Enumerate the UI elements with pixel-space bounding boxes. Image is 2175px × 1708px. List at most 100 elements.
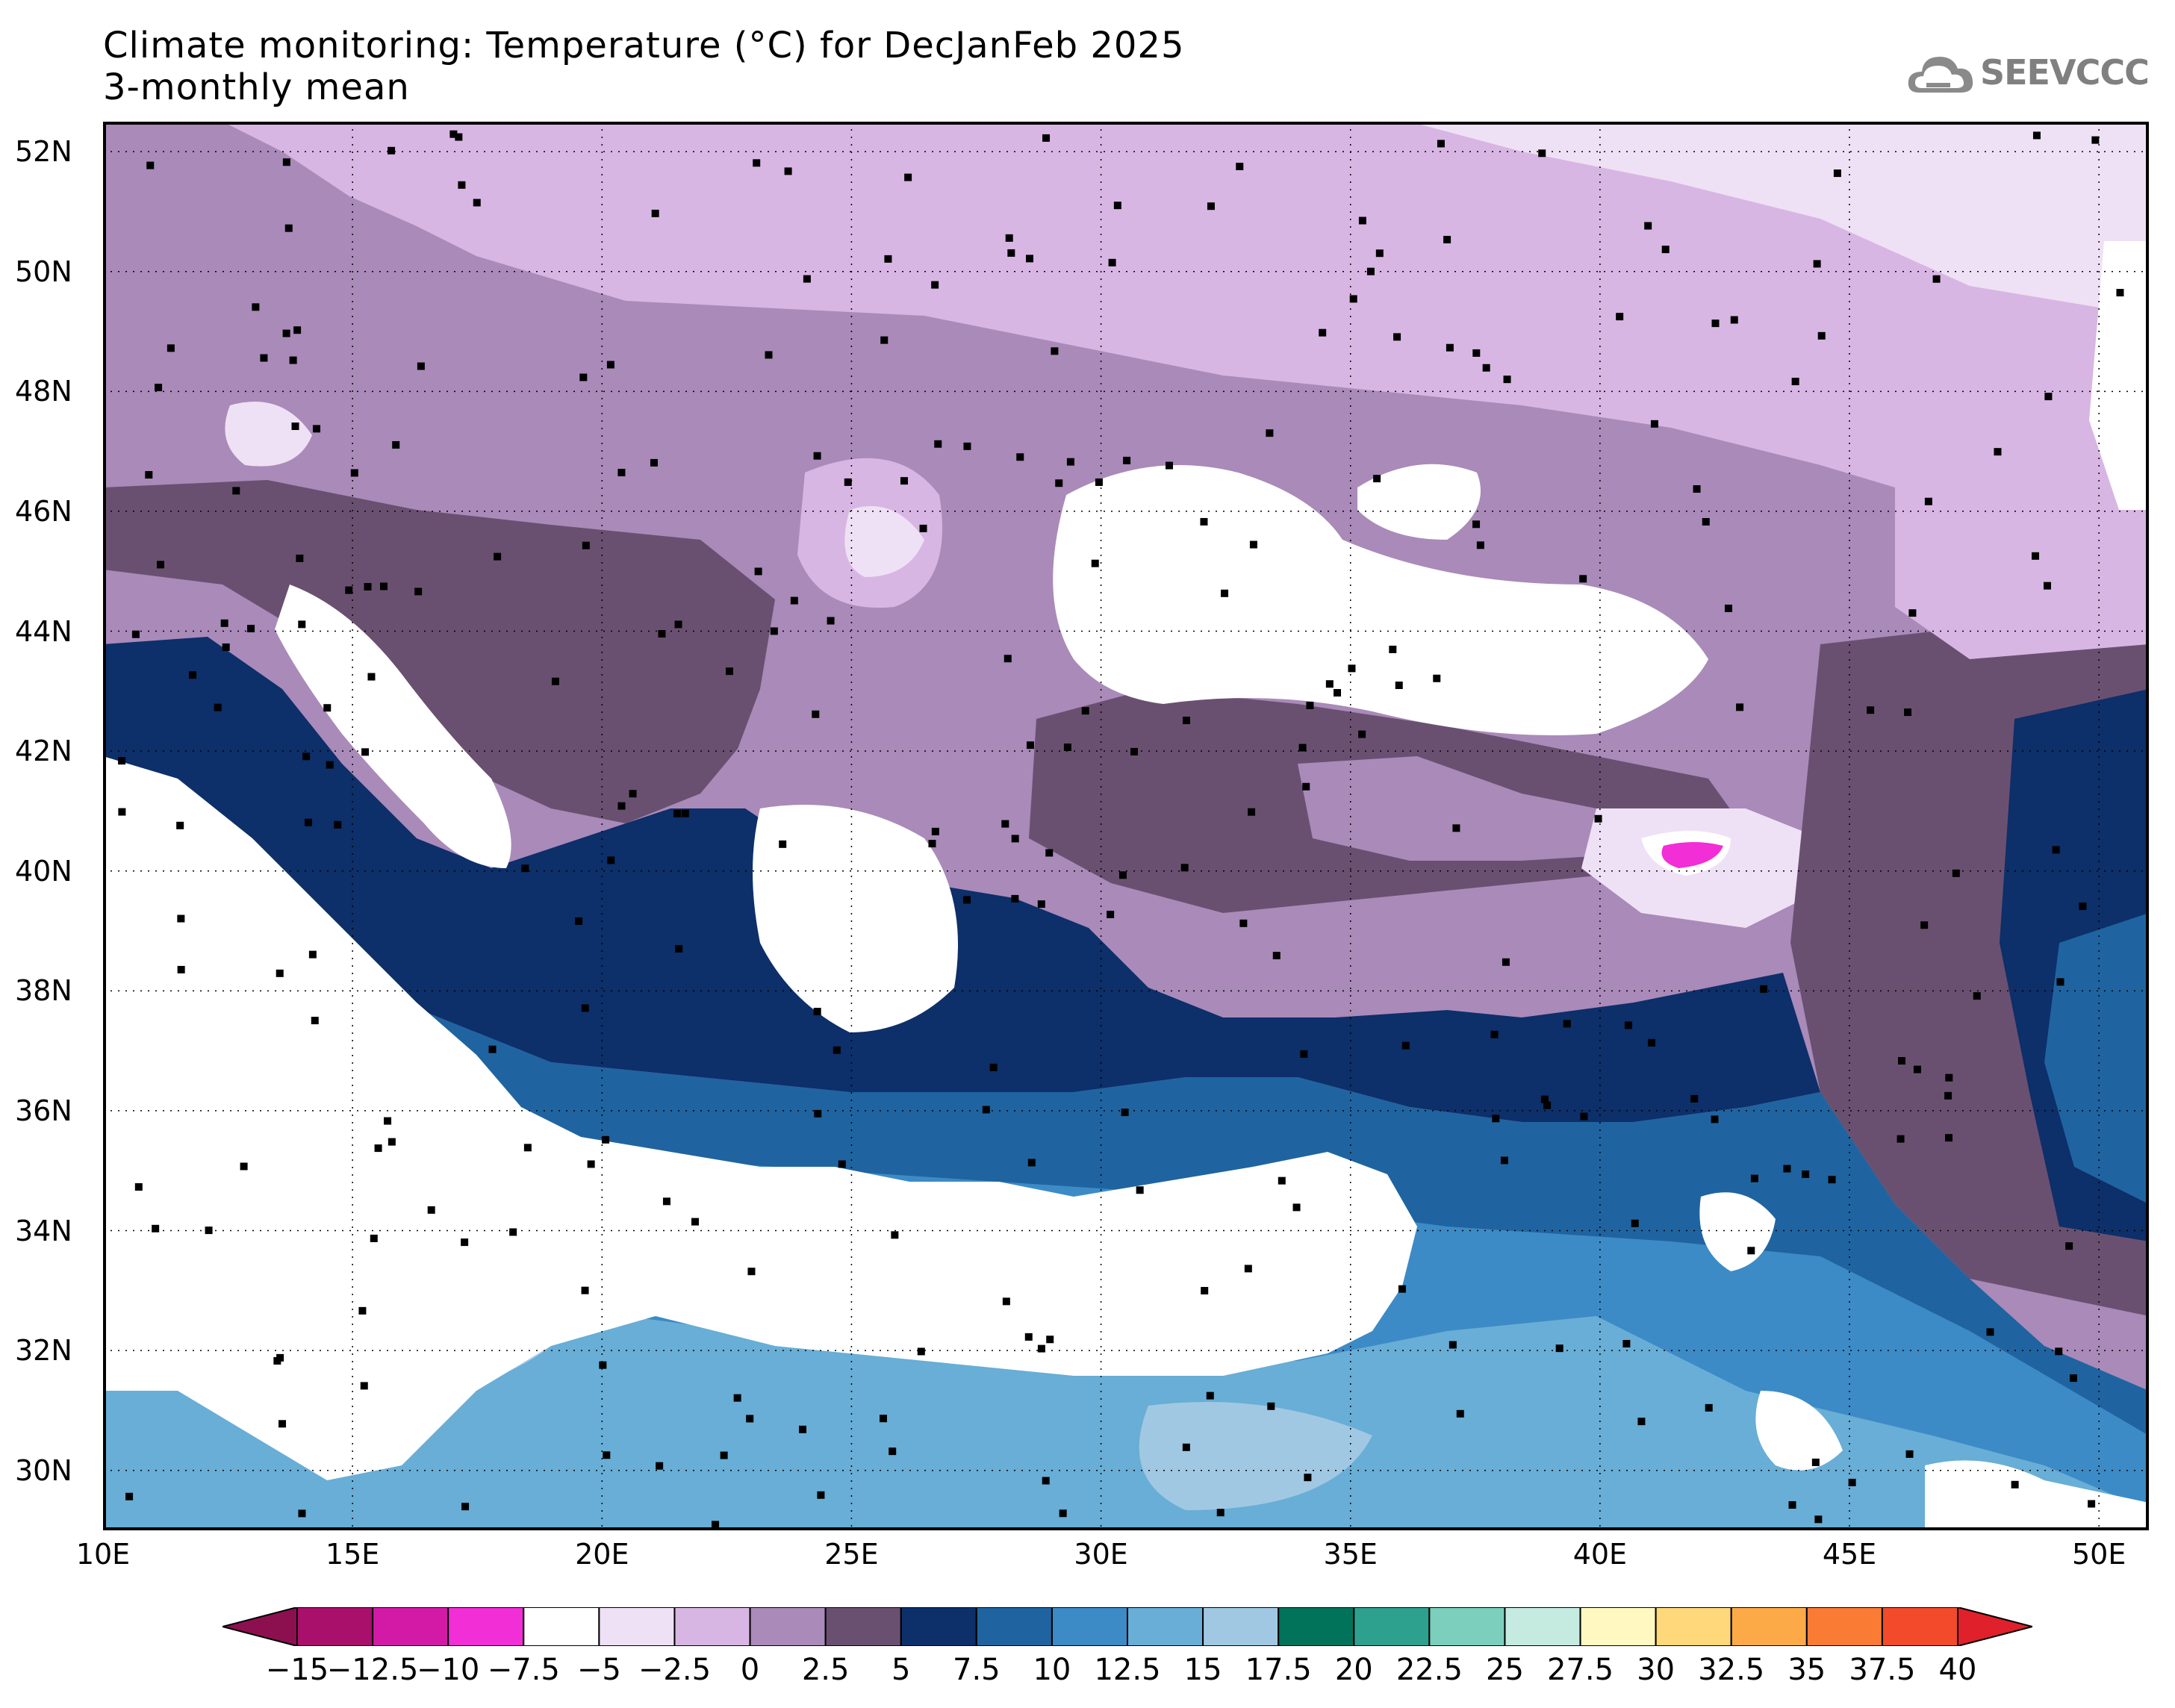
station-marker bbox=[1046, 1335, 1054, 1344]
zone-7.5-10-caspian bbox=[2044, 913, 2149, 1204]
station-marker bbox=[674, 620, 682, 629]
station-marker bbox=[838, 1160, 846, 1168]
station-marker bbox=[345, 586, 353, 594]
map-title: Climate monitoring: Temperature (°C) for… bbox=[103, 25, 1185, 66]
station-marker bbox=[799, 1425, 807, 1433]
station-marker bbox=[712, 1521, 720, 1529]
station-marker bbox=[1267, 1402, 1275, 1410]
station-marker bbox=[240, 1162, 248, 1171]
station-marker bbox=[1272, 952, 1281, 960]
station-marker bbox=[1833, 169, 1841, 178]
colorbar-tick-label: 2.5 bbox=[801, 1653, 850, 1687]
station-marker bbox=[733, 1394, 741, 1402]
station-marker bbox=[844, 478, 852, 486]
lat-label: 48N bbox=[15, 375, 72, 408]
station-marker bbox=[884, 255, 892, 263]
lon-label: 10E bbox=[75, 1538, 131, 1571]
station-marker bbox=[1304, 1474, 1312, 1482]
station-marker bbox=[1366, 267, 1375, 275]
colorbar-swatch bbox=[1579, 1607, 1657, 1646]
colorbar-tick-label: −15 bbox=[265, 1653, 329, 1687]
zone-alps bbox=[225, 402, 312, 467]
masked-desert bbox=[1699, 1192, 1776, 1271]
station-marker bbox=[1389, 645, 1397, 653]
station-marker bbox=[205, 1227, 213, 1235]
station-marker bbox=[1026, 741, 1034, 749]
station-marker bbox=[494, 552, 502, 561]
station-marker bbox=[1248, 808, 1256, 816]
station-marker bbox=[358, 1306, 367, 1315]
station-marker bbox=[1898, 1057, 1906, 1065]
station-marker bbox=[747, 1268, 756, 1276]
lat-label: 50N bbox=[15, 255, 72, 288]
station-marker bbox=[367, 673, 376, 681]
station-marker bbox=[364, 582, 372, 590]
station-marker bbox=[252, 303, 260, 311]
station-marker bbox=[1472, 520, 1481, 529]
station-marker bbox=[904, 173, 912, 181]
station-marker bbox=[247, 625, 255, 633]
lat-label: 42N bbox=[15, 735, 72, 768]
station-marker bbox=[1081, 707, 1089, 715]
station-marker bbox=[827, 617, 835, 625]
colorbar-tick-label: 0 bbox=[740, 1653, 760, 1687]
station-marker bbox=[1446, 343, 1454, 352]
station-markers bbox=[118, 130, 2124, 1529]
station-marker bbox=[370, 1234, 378, 1242]
station-marker bbox=[1216, 1509, 1225, 1517]
colorbar-swatch bbox=[749, 1607, 827, 1646]
station-marker bbox=[1373, 475, 1381, 483]
lon-label: 45E bbox=[1822, 1538, 1877, 1571]
station-marker bbox=[1538, 149, 1546, 158]
station-marker bbox=[1011, 835, 1019, 843]
station-marker bbox=[1452, 824, 1460, 832]
temperature-map bbox=[103, 122, 2149, 1530]
colorbar-tick-label: 15 bbox=[1183, 1653, 1222, 1687]
station-marker bbox=[1690, 1094, 1699, 1103]
colorbar-tick-label: −2.5 bbox=[638, 1653, 712, 1687]
station-marker bbox=[360, 1382, 368, 1390]
station-marker bbox=[388, 146, 396, 155]
station-marker bbox=[1747, 1247, 1755, 1255]
station-marker bbox=[1182, 1443, 1190, 1451]
station-marker bbox=[1896, 1135, 1905, 1143]
lat-label: 46N bbox=[15, 494, 72, 528]
station-marker bbox=[1867, 706, 1875, 714]
colorbar-swatch bbox=[1202, 1607, 1280, 1646]
station-marker bbox=[1637, 1418, 1646, 1426]
station-marker bbox=[1500, 1156, 1508, 1165]
station-marker bbox=[1325, 680, 1334, 688]
station-marker bbox=[2032, 131, 2041, 140]
zone-patch bbox=[771, 232, 894, 286]
colorbar-swatch bbox=[1278, 1607, 1355, 1646]
station-marker bbox=[298, 1509, 306, 1518]
colorbar-tick-label: 40 bbox=[1938, 1653, 1977, 1687]
station-marker bbox=[131, 630, 140, 638]
station-marker bbox=[1913, 1065, 1921, 1073]
colorbar-swatch bbox=[673, 1607, 751, 1646]
lon-label: 35E bbox=[1323, 1538, 1378, 1571]
station-marker bbox=[813, 1008, 821, 1016]
station-marker bbox=[1298, 744, 1307, 752]
station-marker bbox=[488, 1045, 497, 1053]
station-marker bbox=[2011, 1480, 2019, 1489]
station-marker bbox=[1055, 479, 1063, 487]
colorbar-tick-label: 5 bbox=[891, 1653, 911, 1687]
zone-minus25-0 bbox=[223, 122, 2149, 510]
station-marker bbox=[177, 914, 185, 923]
map-subtitle: 3-monthly mean bbox=[103, 66, 410, 108]
station-marker bbox=[2052, 846, 2060, 854]
station-marker bbox=[291, 423, 299, 431]
station-marker bbox=[770, 627, 778, 635]
station-marker bbox=[691, 1218, 699, 1226]
station-marker bbox=[2079, 903, 2087, 911]
lon-label: 40E bbox=[1572, 1538, 1628, 1571]
colorbar-tick-label: −10 bbox=[416, 1653, 480, 1687]
zone-2.5-5-balkans bbox=[103, 480, 775, 823]
station-marker bbox=[2032, 552, 2040, 560]
station-marker bbox=[1905, 1450, 1914, 1458]
station-marker bbox=[1395, 682, 1403, 690]
colorbar-arrow-low bbox=[223, 1607, 298, 1646]
station-marker bbox=[1828, 1176, 1836, 1184]
station-marker bbox=[1165, 461, 1173, 470]
